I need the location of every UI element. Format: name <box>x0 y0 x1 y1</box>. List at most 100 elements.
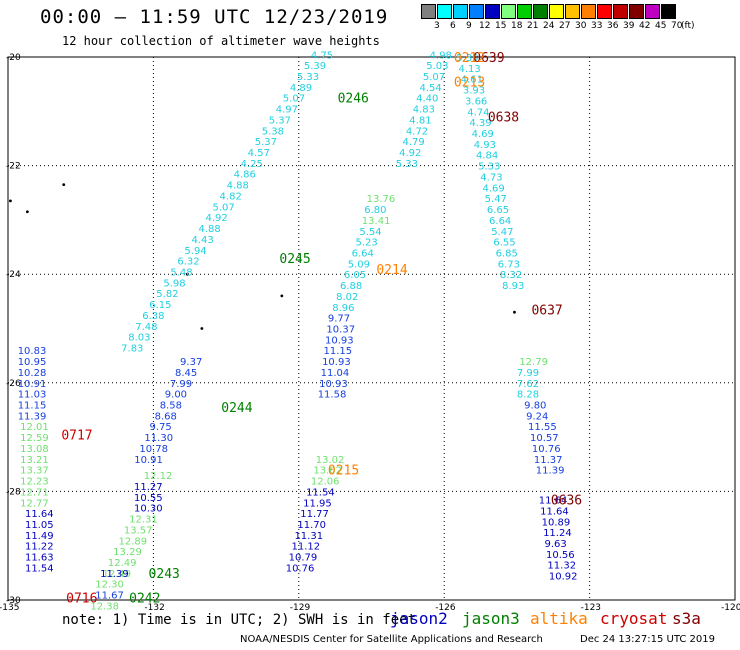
swh-value: 10.57 <box>530 433 559 444</box>
swh-value: 4.72 <box>406 126 428 137</box>
page-title: 00:00 – 11:59 UTC 12/23/2019 <box>40 6 389 28</box>
scale-label: 18 <box>511 21 523 31</box>
swh-value: 6.05 <box>344 270 366 281</box>
swh-value: 9.80 <box>524 401 546 412</box>
lat-tick-label: -30 <box>6 596 21 606</box>
swh-value: 11.77 <box>300 509 329 520</box>
swh-value: 11.95 <box>303 498 332 509</box>
swh-value: 4.84 <box>476 151 498 162</box>
swh-value: 4.54 <box>419 83 441 94</box>
swh-value: 13.37 <box>20 466 49 477</box>
swh-value: 6.88 <box>340 281 362 292</box>
swh-value: 4.69 <box>472 129 494 140</box>
swh-value: 13.41 <box>362 216 391 227</box>
lon-tick-label: -123 <box>581 603 601 613</box>
pass-time-label: 0639 <box>473 51 504 66</box>
scale-swatch <box>453 4 468 19</box>
swh-value: 12.49 <box>108 558 137 569</box>
swh-value: 6.64 <box>352 248 374 259</box>
swh-value: 4.88 <box>198 224 220 235</box>
swh-value: 13.02 <box>316 455 345 466</box>
scale-label: 9 <box>466 21 472 31</box>
scale-label: 33 <box>591 21 603 31</box>
swh-value: 11.67 <box>95 591 124 602</box>
swh-value: 11.39 <box>536 466 565 477</box>
swh-value: 13.57 <box>124 525 153 536</box>
pass-time-label: 0242 <box>129 591 160 606</box>
swh-value: 4.92 <box>399 148 421 159</box>
swh-value: 5.47 <box>491 227 513 238</box>
swh-value: 13.21 <box>20 455 49 466</box>
pass-time-label: 0246 <box>338 92 369 107</box>
map-frame <box>7 56 736 601</box>
swh-value: 12.23 <box>20 477 49 488</box>
lat-tick-label: -20 <box>6 53 21 63</box>
island-marker <box>9 199 12 203</box>
swh-value: 8.32 <box>500 270 522 281</box>
swh-value: 10.89 <box>542 517 571 528</box>
swh-value: 4.98 <box>430 50 452 61</box>
lat-tick-label: -22 <box>6 162 21 172</box>
scale-label: 12 <box>479 21 491 31</box>
swh-value: 4.88 <box>227 181 249 192</box>
island-marker <box>200 327 204 330</box>
swh-value: 9.24 <box>526 411 548 422</box>
swh-value: 3.93 <box>463 86 485 97</box>
legend-cryosat: cryosat <box>600 609 668 628</box>
swh-value: 5.07 <box>423 72 445 83</box>
scale-swatch <box>581 4 596 19</box>
swh-value: 6.55 <box>493 238 515 249</box>
swh-value: 11.49 <box>25 531 54 542</box>
swh-value: 5.37 <box>269 115 291 126</box>
swh-value: 12.31 <box>129 515 158 526</box>
scale-swatch <box>565 4 580 19</box>
swh-value: 10.55 <box>134 493 163 504</box>
color-scale <box>421 4 677 19</box>
scale-swatch <box>485 4 500 19</box>
swh-value: 10.78 <box>139 444 168 455</box>
swh-value: 11.30 <box>144 433 173 444</box>
footer-note: note: 1) Time is in UTC; 2) SWH is in fe… <box>62 612 417 628</box>
swh-value: 11.39 <box>18 411 47 422</box>
swh-value: 4.75 <box>311 50 333 61</box>
pass-time-label: 0638 <box>488 111 519 126</box>
swh-value: 12.30 <box>95 580 124 591</box>
island-marker <box>513 310 516 314</box>
swh-value: 6.65 <box>487 205 509 216</box>
scale-swatch <box>613 4 628 19</box>
swh-value: 11.64 <box>540 506 569 517</box>
swh-value: 6.80 <box>364 205 386 216</box>
swh-value: 5.33 <box>478 162 500 173</box>
lon-tick-label: -132 <box>144 603 164 613</box>
scale-label: 27 <box>559 21 571 31</box>
swh-value: 12.77 <box>20 498 49 509</box>
island-marker <box>185 272 189 276</box>
scale-swatch <box>629 4 644 19</box>
swh-value: 7.62 <box>517 379 539 390</box>
swh-value: 11.15 <box>324 346 353 357</box>
swh-value: 11.31 <box>294 531 323 542</box>
swh-value: 5.33 <box>396 159 418 170</box>
scale-label: 30 <box>575 21 587 31</box>
swh-value: 4.40 <box>416 94 438 105</box>
swh-value: 13.08 <box>20 444 49 455</box>
swh-value: 4.82 <box>220 191 242 202</box>
swh-value: 8.96 <box>332 303 354 314</box>
swh-value: 12.12 <box>144 471 173 482</box>
scale-label: (ft) <box>681 21 695 31</box>
swh-value: 5.23 <box>356 238 378 249</box>
scale-label: 70 <box>671 21 683 31</box>
swh-value: 5.82 <box>156 289 178 300</box>
pass-time-label: 0213 <box>454 75 485 90</box>
scale-label: 36 <box>607 21 619 31</box>
swh-value: 11.64 <box>25 509 54 520</box>
scale-swatch <box>517 4 532 19</box>
swh-value: 9.63 <box>545 539 567 550</box>
swh-value: 10.93 <box>319 379 348 390</box>
swh-value: 11.54 <box>25 563 54 574</box>
swh-value: 4.39 <box>469 118 491 129</box>
swh-value: 8.03 <box>128 333 150 344</box>
swh-value: 4.83 <box>413 105 435 116</box>
swh-value: 10.76 <box>286 563 315 574</box>
swh-value: 5.37 <box>255 137 277 148</box>
